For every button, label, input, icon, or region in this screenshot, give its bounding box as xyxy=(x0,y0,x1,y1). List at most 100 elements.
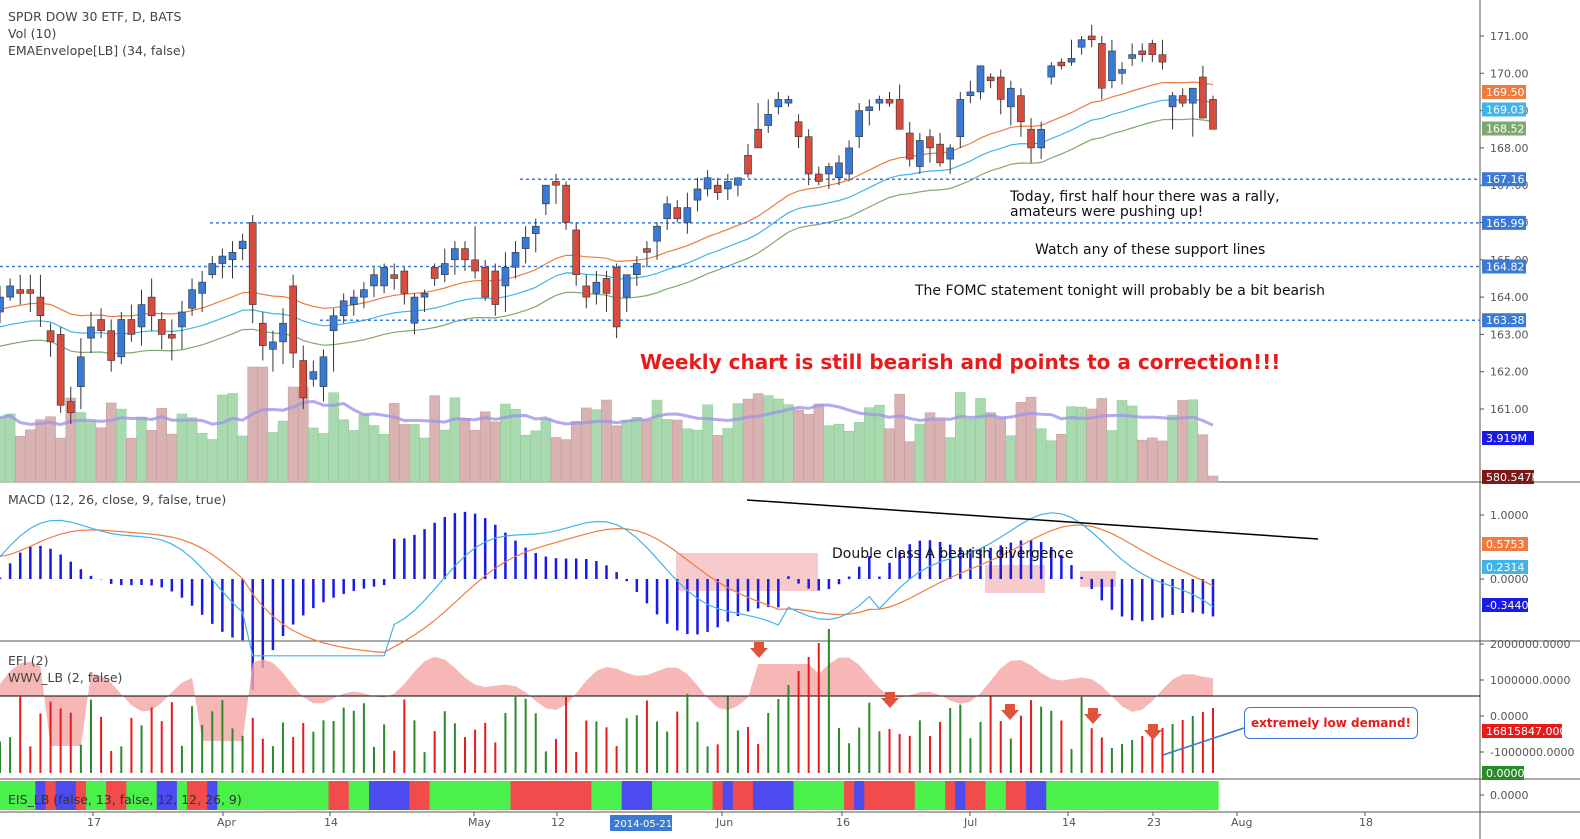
eis-cell xyxy=(55,781,67,810)
volume-bar xyxy=(479,411,491,483)
candle-body xyxy=(1108,50,1116,82)
candle-body xyxy=(734,177,742,186)
eis-cell xyxy=(1167,781,1179,810)
volume-bar xyxy=(1025,396,1037,483)
eis-cell xyxy=(237,781,249,810)
candle-body xyxy=(926,136,934,149)
candle-body xyxy=(319,356,328,387)
eis-cell xyxy=(540,781,552,810)
eis-cell xyxy=(955,781,966,810)
eis-cell xyxy=(1127,781,1138,810)
eis-cell xyxy=(1005,781,1017,810)
volume-bar xyxy=(1167,414,1178,483)
candle-body xyxy=(552,181,560,186)
candle-body xyxy=(451,248,459,261)
eis-cell xyxy=(844,781,855,810)
volume-bar xyxy=(186,417,198,483)
macd-legend: MACD (12, 26, close, 9, false, true) xyxy=(8,491,226,508)
volume-bar xyxy=(449,397,461,483)
eis-cell xyxy=(753,781,764,810)
candle-body xyxy=(218,255,227,264)
eis-cell xyxy=(833,781,845,810)
divergence-highlight-box xyxy=(1080,571,1116,587)
volume-label-text: 580.547K xyxy=(1486,471,1539,484)
volume-bar xyxy=(459,418,471,483)
eis-cell xyxy=(0,781,6,810)
eis-cell xyxy=(116,781,127,810)
eis-tick-label: 0.0000 xyxy=(1490,789,1529,802)
eis-cell xyxy=(965,781,977,810)
eis-cell xyxy=(672,781,683,810)
eis-cell xyxy=(419,781,431,810)
candle-body xyxy=(6,285,14,298)
eis-cell xyxy=(904,781,916,810)
time-tick-label: Jun xyxy=(715,816,733,829)
volume-bar xyxy=(752,393,764,483)
eis-cell xyxy=(1096,781,1108,810)
eis-cell xyxy=(894,781,906,810)
volume-bar xyxy=(934,419,946,483)
eis-cell xyxy=(662,781,673,810)
eis-cell xyxy=(217,781,229,810)
weekly-annotation: Weekly chart is still bearish and points… xyxy=(640,350,1281,374)
eis-cell xyxy=(864,781,875,810)
volume-bar xyxy=(712,435,723,483)
time-tick-label: 23 xyxy=(1147,816,1161,829)
eis-cell xyxy=(935,781,946,810)
eis-cell xyxy=(439,781,451,810)
eis-cell xyxy=(85,781,97,810)
volume-bar xyxy=(641,419,653,483)
eis-cell xyxy=(793,781,805,810)
volume-bar xyxy=(55,437,66,483)
candle-body xyxy=(845,147,853,175)
candle-body xyxy=(1148,43,1157,55)
volume-bar xyxy=(843,430,855,483)
candle-body xyxy=(178,311,186,328)
volume-bar xyxy=(419,437,430,483)
price-label-box xyxy=(1482,313,1526,328)
eis-cell xyxy=(1015,781,1027,810)
eis-cell xyxy=(732,781,744,810)
candle-body xyxy=(440,263,449,276)
candle-body xyxy=(612,266,621,328)
volume-bar xyxy=(207,439,218,483)
macd-signal-line xyxy=(0,524,1214,654)
time-tick-label: 18 xyxy=(1359,816,1373,829)
candle-body xyxy=(107,330,115,361)
candle-body xyxy=(1178,95,1187,104)
time-tick-label: 12 xyxy=(551,816,565,829)
eis-cell xyxy=(429,781,441,810)
eis-cell xyxy=(106,781,117,810)
price-tick-label: 162.00 xyxy=(1490,366,1529,379)
volume-bar xyxy=(267,432,279,483)
eis-cell xyxy=(1187,781,1199,810)
macd-line xyxy=(0,512,1214,657)
candle-body xyxy=(865,106,874,111)
volume-bar xyxy=(490,421,501,483)
candle-body xyxy=(1188,87,1197,104)
price-label-text: 168.52 xyxy=(1486,123,1525,136)
candle-body xyxy=(895,99,904,130)
candle-body xyxy=(521,237,530,249)
volume-bar xyxy=(1046,440,1057,483)
candle-body xyxy=(370,274,378,287)
eis-cell xyxy=(45,781,57,810)
eis-cell xyxy=(409,781,421,810)
candle-body xyxy=(1017,95,1025,123)
volume-bar xyxy=(722,428,734,483)
efi-label-box xyxy=(1482,724,1562,738)
volume-bar xyxy=(338,419,349,483)
candle-body xyxy=(703,177,712,190)
price-label-text: 163.38 xyxy=(1486,314,1525,327)
volume-bar xyxy=(1035,428,1047,483)
time-tick-label: May xyxy=(468,816,491,829)
eis-cell xyxy=(611,781,623,810)
candle-body xyxy=(936,143,944,164)
candle-body xyxy=(269,341,277,350)
wwv-area xyxy=(0,656,1213,746)
eis-cell xyxy=(581,781,592,810)
price-label-text: 164.82 xyxy=(1486,261,1525,274)
candle-body xyxy=(16,289,25,294)
volume-bar xyxy=(1207,475,1219,483)
candle-body xyxy=(633,263,641,276)
